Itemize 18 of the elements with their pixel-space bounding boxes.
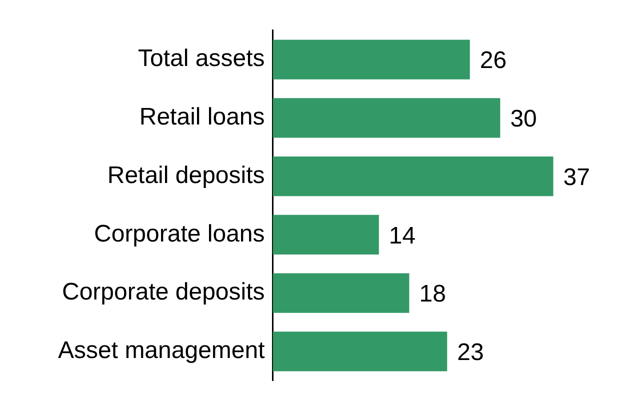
bar <box>272 273 410 313</box>
data-label: 26 <box>480 47 507 74</box>
y-tick-label: Retail deposits <box>107 162 265 189</box>
bar <box>272 214 379 255</box>
bar <box>272 40 470 80</box>
y-tick-label: Corporate loans <box>94 220 265 248</box>
bar <box>272 98 500 138</box>
bar <box>272 156 554 196</box>
data-label: 14 <box>388 222 416 250</box>
y-tick-label: Asset management <box>58 337 266 364</box>
data-label: 30 <box>510 106 537 133</box>
y-tick-label: Retail loans <box>139 104 265 131</box>
y-tick-label: Corporate deposits <box>62 278 265 306</box>
bar <box>272 332 448 372</box>
y-tick-label: Total assets <box>138 45 265 72</box>
data-label: 37 <box>563 164 590 191</box>
data-label: 23 <box>457 339 484 366</box>
data-label: 18 <box>419 280 446 308</box>
